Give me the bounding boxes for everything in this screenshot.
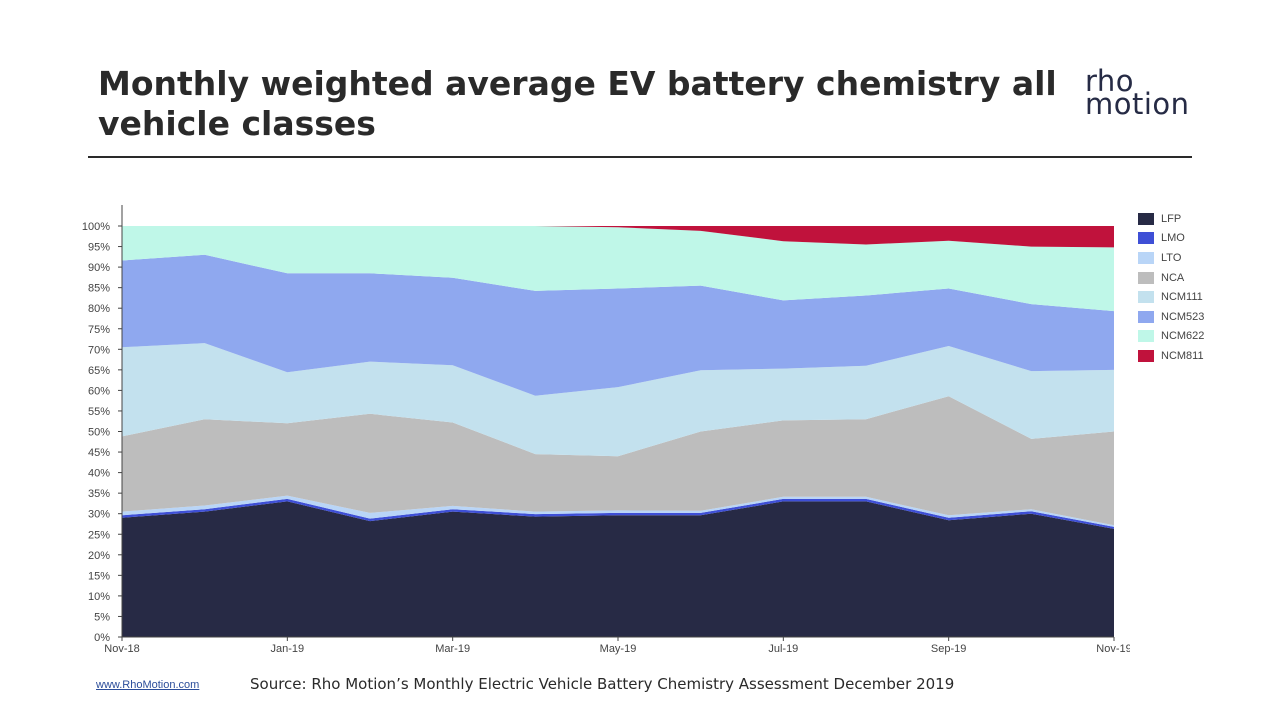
- legend-label: NCM811: [1161, 349, 1204, 362]
- legend-label: NCM111: [1161, 291, 1203, 304]
- legend-label: LFP: [1161, 212, 1182, 225]
- logo-line-1: rho: [1085, 64, 1135, 98]
- x-tick-label: Mar-19: [435, 643, 470, 655]
- y-tick-label: 80%: [88, 303, 110, 315]
- area-series-lmo: [122, 498, 1114, 529]
- y-tick-label: 50%: [88, 427, 110, 439]
- legend-item-lmo: LMO: [1138, 229, 1204, 249]
- legend-swatch: [1138, 291, 1154, 304]
- legend-swatch: [1138, 251, 1154, 264]
- y-tick-label: 55%: [88, 406, 110, 418]
- page-title: Monthly weighted average EV battery chem…: [98, 64, 1057, 143]
- legend-swatch: [1138, 330, 1154, 343]
- y-tick-label: 75%: [88, 324, 110, 336]
- y-tick-label: 90%: [88, 262, 110, 274]
- y-tick-label: 60%: [88, 385, 110, 397]
- area-series-ncm622: [122, 226, 1114, 312]
- area-series-ncm811: [122, 226, 1114, 248]
- y-tick-label: 30%: [88, 509, 110, 521]
- chart-legend: LFP LMO LTO NCA NCM111 NCM523 NCM622 NCM811: [1138, 209, 1204, 366]
- legend-label: NCM622: [1161, 330, 1205, 343]
- area-series-lfp: [122, 501, 1114, 637]
- legend-swatch: [1138, 212, 1154, 225]
- legend-item-lto: LTO: [1138, 248, 1204, 268]
- legend-label: NCA: [1161, 271, 1185, 284]
- x-tick-label: Jul-19: [768, 643, 798, 655]
- y-tick-label: 15%: [88, 570, 110, 582]
- website-link[interactable]: www.RhoMotion.com: [96, 679, 200, 691]
- title-divider: [88, 156, 1192, 158]
- area-series-nca: [122, 396, 1114, 526]
- y-tick-label: 85%: [88, 283, 110, 295]
- y-tick-label: 35%: [88, 488, 110, 500]
- legend-item-ncm111: NCM111: [1138, 287, 1204, 307]
- y-tick-label: 40%: [88, 468, 110, 480]
- stacked-area-chart: 0% 5% 10% 15% 20% 25% 30% 35% 40% 45% 50% 55% 60% 65%…: [82, 205, 1130, 655]
- x-tick-label: Jan-19: [271, 643, 305, 655]
- legend-item-ncm811: NCM811: [1138, 346, 1204, 366]
- rho-motion-logo: rho motion: [1085, 64, 1195, 121]
- y-tick-label: 65%: [88, 365, 110, 377]
- legend-swatch: [1138, 271, 1154, 284]
- y-tick-label: 20%: [88, 550, 110, 562]
- y-tick-label: 5%: [94, 611, 110, 623]
- legend-item-ncm523: NCM523: [1138, 307, 1204, 327]
- y-tick-label: 95%: [88, 242, 110, 254]
- y-tick-label: 25%: [88, 529, 110, 541]
- area-series-ncm523: [122, 254, 1114, 396]
- logo-line-2: motion: [1085, 87, 1190, 121]
- legend-label: LMO: [1161, 232, 1185, 245]
- legend-swatch: [1138, 349, 1154, 362]
- legend-swatch: [1138, 232, 1154, 245]
- area-series-lto: [122, 495, 1114, 527]
- y-tick-label: 100%: [82, 221, 110, 233]
- legend-label: LTO: [1161, 251, 1182, 264]
- x-tick-label: Nov-19: [1096, 643, 1130, 655]
- x-tick-label: Nov-18: [104, 643, 139, 655]
- y-tick-label: 0%: [94, 632, 110, 644]
- area-series-ncm111: [122, 343, 1114, 457]
- y-tick-label: 10%: [88, 591, 110, 603]
- legend-item-nca: NCA: [1138, 268, 1204, 288]
- legend-swatch: [1138, 310, 1154, 323]
- source-note: Source: Rho Motion’s Monthly Electric Ve…: [250, 675, 955, 693]
- y-tick-label: 70%: [88, 344, 110, 356]
- legend-item-ncm622: NCM622: [1138, 327, 1204, 347]
- x-tick-label: Sep-19: [931, 643, 966, 655]
- x-tick-label: May-19: [600, 643, 637, 655]
- y-tick-label: 45%: [88, 447, 110, 459]
- legend-label: NCM523: [1161, 310, 1205, 323]
- legend-item-lfp: LFP: [1138, 209, 1204, 229]
